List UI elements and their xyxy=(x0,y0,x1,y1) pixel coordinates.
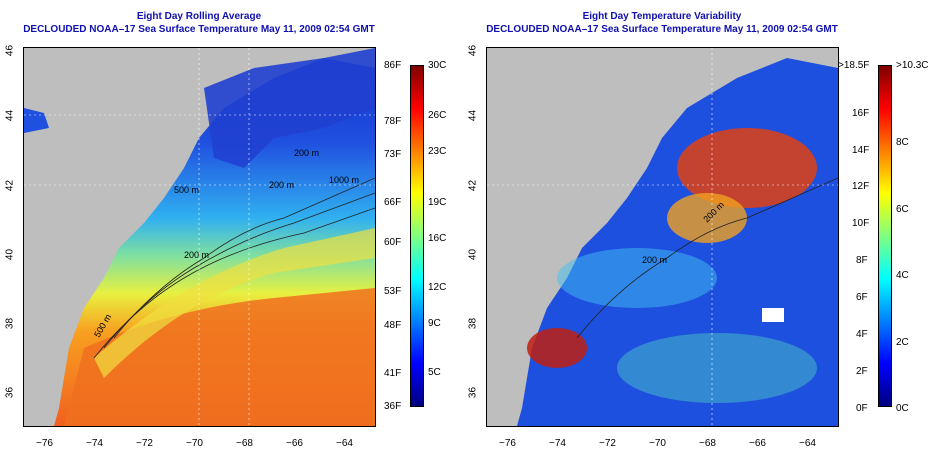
left-cbar-c: 12C xyxy=(428,282,447,293)
x-tick-label: −66 xyxy=(749,438,766,449)
left-cbar-f: 53F xyxy=(384,286,402,297)
right-cbar-c: 2C xyxy=(896,337,909,348)
left-cbar-c: 19C xyxy=(428,197,447,208)
land-mass xyxy=(487,48,838,426)
left-map: 200 m 500 m 200 m 200 m 1000 m 500 m xyxy=(23,47,376,427)
high-variability-zone xyxy=(527,328,587,368)
left-cbar-f: 60F xyxy=(384,237,402,248)
left-cbar-c: 16C xyxy=(428,233,447,244)
land-mass xyxy=(24,48,375,426)
lake-area xyxy=(24,108,49,133)
right-cbar-c: 0C xyxy=(896,403,909,414)
contour-label: 200 m xyxy=(269,180,294,190)
right-map: 200 m 200 m xyxy=(486,47,839,427)
left-colorbar xyxy=(410,65,424,407)
high-variability-zone xyxy=(667,193,747,243)
right-cbar-f: 6F xyxy=(856,292,868,303)
right-cbar-c: 6C xyxy=(896,204,909,215)
left-title: Eight Day Rolling Average DECLOUDED NOAA… xyxy=(23,10,375,36)
right-cbar-c: 4C xyxy=(896,270,909,281)
right-cbar-f: >18.5F xyxy=(838,60,870,71)
right-colorbar xyxy=(878,65,892,407)
x-tick-label: −70 xyxy=(186,438,203,449)
slope-water xyxy=(94,228,375,378)
y-tick-label: 38 xyxy=(4,317,16,330)
left-cbar-f: 73F xyxy=(384,149,402,160)
contour-label: 200 m xyxy=(642,255,667,265)
right-cbar-c: 8C xyxy=(896,137,909,148)
contour-label: 200 m xyxy=(184,250,209,260)
left-cbar-c: 5C xyxy=(428,367,441,378)
left-cbar-f: 66F xyxy=(384,197,402,208)
y-tick-label: 36 xyxy=(4,386,16,399)
y-tick-label: 38 xyxy=(467,317,479,330)
y-tick-label: 46 xyxy=(467,44,479,57)
left-title-line1: Eight Day Rolling Average xyxy=(136,11,262,22)
y-tick-label: 42 xyxy=(467,179,479,192)
right-title-line2: DECLOUDED NOAA–17 Sea Surface Temperatur… xyxy=(486,24,838,35)
contour-label: 200 m xyxy=(294,148,319,158)
right-title-line1: Eight Day Temperature Variability xyxy=(582,11,742,22)
right-map-svg: 200 m 200 m xyxy=(487,48,838,426)
left-cbar-f: 78F xyxy=(384,116,402,127)
x-tick-label: −66 xyxy=(286,438,303,449)
left-cbar-c: 23C xyxy=(428,146,447,157)
x-tick-label: −70 xyxy=(649,438,666,449)
y-tick-label: 42 xyxy=(4,179,16,192)
x-tick-label: −64 xyxy=(799,438,816,449)
right-title: Eight Day Temperature Variability DECLOU… xyxy=(486,10,838,36)
cloud-mask xyxy=(762,308,784,322)
x-tick-label: −74 xyxy=(86,438,103,449)
y-tick-label: 44 xyxy=(467,109,479,122)
x-tick-label: −74 xyxy=(549,438,566,449)
left-cbar-f: 41F xyxy=(384,368,402,379)
left-cbar-c: 9C xyxy=(428,318,441,329)
gulf-of-maine-water xyxy=(204,48,375,168)
left-map-svg: 200 m 500 m 200 m 200 m 1000 m 500 m xyxy=(24,48,375,426)
left-cbar-c: 30C xyxy=(428,60,447,71)
x-tick-label: −76 xyxy=(499,438,516,449)
right-cbar-f: 2F xyxy=(856,366,868,377)
x-tick-label: −72 xyxy=(599,438,616,449)
left-title-line2: DECLOUDED NOAA–17 Sea Surface Temperatur… xyxy=(23,24,375,35)
left-cbar-c: 26C xyxy=(428,110,447,121)
x-tick-label: −76 xyxy=(36,438,53,449)
contour-label: 1000 m xyxy=(329,175,359,185)
left-cbar-f: 36F xyxy=(384,401,402,412)
right-cbar-f: 10F xyxy=(852,218,870,229)
gulf-stream-warm xyxy=(64,288,375,426)
right-cbar-f: 14F xyxy=(852,145,870,156)
right-cbar-f: 0F xyxy=(856,403,868,414)
x-tick-label: −68 xyxy=(699,438,716,449)
isobath-200m xyxy=(576,177,838,339)
x-tick-label: −68 xyxy=(236,438,253,449)
y-tick-label: 44 xyxy=(4,109,16,122)
x-tick-label: −64 xyxy=(336,438,353,449)
x-tick-label: −72 xyxy=(136,438,153,449)
left-cbar-f: 86F xyxy=(384,60,402,71)
left-cbar-f: 48F xyxy=(384,320,402,331)
mid-variability-zone xyxy=(617,333,817,403)
y-tick-label: 36 xyxy=(467,386,479,399)
y-tick-label: 46 xyxy=(4,44,16,57)
right-cbar-c: >10.3C xyxy=(896,60,929,71)
right-cbar-f: 12F xyxy=(852,181,870,192)
y-tick-label: 40 xyxy=(467,248,479,261)
right-cbar-f: 16F xyxy=(852,108,870,119)
y-tick-label: 40 xyxy=(4,248,16,261)
right-cbar-f: 8F xyxy=(856,255,868,266)
isobath-1000m xyxy=(93,207,375,359)
right-cbar-f: 4F xyxy=(856,329,868,340)
contour-label: 500 m xyxy=(174,185,199,195)
